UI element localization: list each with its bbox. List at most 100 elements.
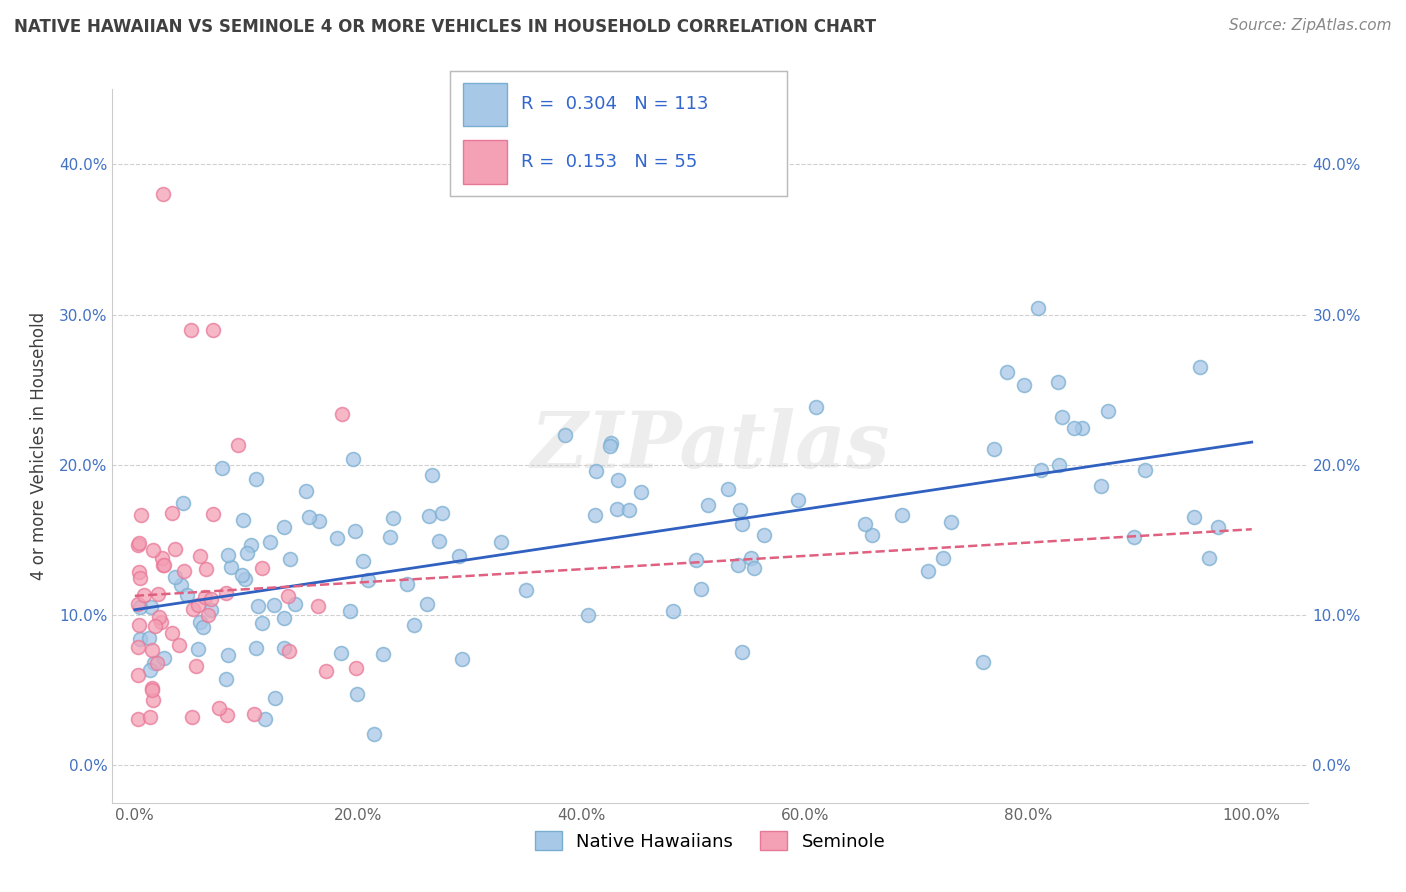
Point <box>416 598 439 612</box>
Point <box>585 508 607 522</box>
Point <box>172 496 194 510</box>
Point <box>202 507 225 521</box>
Point <box>191 620 214 634</box>
Point <box>1014 378 1036 392</box>
Point <box>1122 530 1144 544</box>
Point <box>139 710 162 724</box>
Point <box>277 589 299 603</box>
Point <box>187 641 209 656</box>
Point <box>346 687 368 701</box>
Point <box>259 535 281 549</box>
Point <box>128 571 150 585</box>
Point <box>215 586 238 600</box>
Y-axis label: 4 or more Vehicles in Household: 4 or more Vehicles in Household <box>30 312 48 580</box>
Point <box>239 539 262 553</box>
Point <box>273 611 295 625</box>
Point <box>357 573 380 587</box>
Point <box>342 451 364 466</box>
Point <box>1031 463 1053 477</box>
Point <box>806 401 828 415</box>
Point <box>277 644 299 658</box>
Point <box>740 550 762 565</box>
Point <box>273 520 295 534</box>
Point <box>233 572 256 586</box>
Point <box>235 546 257 560</box>
Point <box>152 651 174 665</box>
Point <box>138 631 160 645</box>
Point <box>128 565 150 579</box>
Point <box>690 582 713 596</box>
Point <box>1063 420 1085 434</box>
Point <box>250 561 273 575</box>
Point <box>284 597 307 611</box>
Point <box>939 515 962 529</box>
Text: NATIVE HAWAIIAN VS SEMINOLE 4 OR MORE VEHICLES IN HOUSEHOLD CORRELATION CHART: NATIVE HAWAIIAN VS SEMINOLE 4 OR MORE VE… <box>14 18 876 36</box>
Point <box>250 616 273 631</box>
Point <box>380 530 402 544</box>
Point <box>200 603 222 617</box>
Point <box>247 599 270 613</box>
Point <box>143 619 166 633</box>
Point <box>245 472 267 486</box>
Point <box>215 707 238 722</box>
Point <box>127 640 149 654</box>
Point <box>176 588 198 602</box>
Text: ZIPatlas: ZIPatlas <box>530 408 890 484</box>
Point <box>418 508 440 523</box>
Point <box>576 608 599 623</box>
Point <box>853 517 876 532</box>
FancyBboxPatch shape <box>464 83 508 127</box>
Point <box>215 672 238 686</box>
Point <box>278 552 301 566</box>
Point <box>139 664 162 678</box>
Point <box>395 577 418 591</box>
Point <box>983 442 1005 456</box>
Point <box>127 538 149 552</box>
Point <box>860 528 883 542</box>
Point <box>145 656 167 670</box>
Point <box>617 502 640 516</box>
Point <box>294 483 316 498</box>
Point <box>308 514 330 528</box>
Point <box>728 503 751 517</box>
Point <box>201 322 224 336</box>
Point <box>263 691 285 706</box>
Point <box>373 647 395 661</box>
Point <box>402 617 425 632</box>
Point <box>1097 404 1119 418</box>
FancyBboxPatch shape <box>464 140 508 184</box>
Point <box>972 655 994 669</box>
Point <box>217 648 239 662</box>
Point <box>430 506 453 520</box>
Point <box>162 506 184 520</box>
Point <box>142 693 165 707</box>
Point <box>190 549 212 563</box>
Point <box>141 682 163 697</box>
Point <box>226 438 249 452</box>
Point <box>315 664 337 678</box>
Point <box>352 554 374 568</box>
Point <box>585 464 607 478</box>
Point <box>141 681 163 696</box>
Point <box>148 587 170 601</box>
Point <box>1052 409 1074 424</box>
Point <box>630 485 652 500</box>
Point <box>167 638 190 652</box>
Point <box>195 562 218 576</box>
Point <box>152 558 174 573</box>
Point <box>599 439 621 453</box>
Text: R =  0.304   N = 113: R = 0.304 N = 113 <box>520 95 709 113</box>
Point <box>148 609 170 624</box>
Point <box>995 365 1018 379</box>
Point <box>1198 550 1220 565</box>
Point <box>787 492 810 507</box>
Point <box>197 608 219 623</box>
Point <box>607 474 630 488</box>
Point <box>344 524 367 538</box>
Point <box>1208 520 1230 534</box>
Point <box>217 549 239 563</box>
Point <box>489 535 512 549</box>
Point <box>742 560 765 574</box>
Point <box>194 591 217 605</box>
Point <box>451 652 474 666</box>
